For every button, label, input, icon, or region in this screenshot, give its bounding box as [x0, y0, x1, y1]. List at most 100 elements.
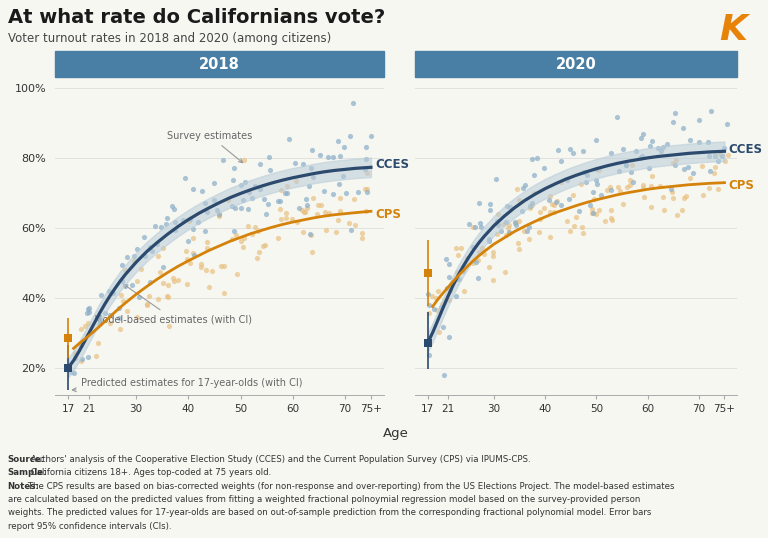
Point — [217, 288, 230, 297]
Point — [601, 186, 613, 194]
Point — [338, 143, 350, 151]
Point — [517, 184, 529, 193]
Point — [360, 187, 372, 196]
Point — [263, 152, 275, 161]
Point — [631, 147, 643, 155]
Point — [604, 182, 616, 191]
Point — [526, 199, 538, 208]
Point — [161, 280, 174, 289]
Point — [157, 263, 169, 272]
Point — [119, 281, 131, 290]
Point — [231, 270, 243, 279]
Point — [184, 215, 196, 223]
Point — [161, 214, 174, 222]
Point — [286, 215, 299, 223]
Point — [187, 184, 199, 193]
Point — [585, 205, 598, 214]
Point — [280, 209, 292, 217]
Text: CCES: CCES — [729, 143, 763, 156]
Point — [304, 229, 316, 238]
Point — [595, 190, 607, 199]
Point — [442, 332, 455, 341]
Point — [208, 196, 220, 204]
Point — [518, 180, 531, 189]
Point — [528, 171, 540, 180]
Point — [635, 152, 647, 160]
Point — [657, 193, 669, 202]
Point — [192, 218, 204, 226]
Point — [336, 172, 349, 180]
Point — [161, 220, 173, 228]
Point — [620, 161, 632, 169]
Point — [467, 222, 479, 231]
Point — [214, 211, 226, 220]
Point — [676, 206, 688, 214]
Point — [163, 322, 175, 331]
Point — [442, 259, 455, 268]
Point — [511, 185, 523, 194]
Point — [343, 218, 355, 227]
Point — [312, 201, 324, 210]
Text: CPS: CPS — [375, 208, 401, 221]
Text: Age: Age — [383, 427, 409, 440]
Point — [590, 176, 602, 185]
Point — [227, 234, 239, 243]
Text: 2020: 2020 — [555, 56, 597, 72]
Point — [712, 185, 724, 193]
Point — [171, 275, 184, 284]
Point — [359, 185, 372, 193]
Point — [474, 218, 486, 227]
Point — [235, 181, 247, 190]
Point — [227, 201, 239, 210]
Point — [253, 185, 266, 193]
Point — [144, 278, 157, 287]
Point — [322, 153, 334, 161]
Point — [605, 186, 617, 195]
Point — [643, 164, 655, 173]
Point — [297, 208, 310, 217]
Point — [329, 228, 342, 236]
Point — [483, 263, 495, 271]
Point — [482, 235, 495, 243]
Point — [356, 234, 368, 243]
Point — [523, 235, 535, 244]
Text: Voter turnout rates in 2018 and 2020 (among citizens): Voter turnout rates in 2018 and 2020 (am… — [8, 32, 331, 45]
Text: Authors' analysis of the Cooperative Election Study (CCES) and the Current Popul: Authors' analysis of the Cooperative Ele… — [28, 455, 531, 464]
Point — [455, 244, 467, 252]
Point — [281, 188, 293, 197]
Point — [581, 170, 593, 179]
Point — [489, 174, 502, 183]
Point — [131, 313, 143, 322]
Point — [195, 260, 207, 268]
Point — [206, 267, 218, 275]
Point — [443, 273, 455, 281]
Point — [422, 350, 435, 359]
Point — [551, 197, 563, 206]
Point — [305, 231, 317, 239]
Text: California citizens 18+. Ages top-coded at 75 years old.: California citizens 18+. Ages top-coded … — [28, 468, 271, 477]
Point — [257, 242, 270, 250]
Point — [677, 165, 690, 174]
Point — [74, 357, 87, 365]
Point — [508, 218, 521, 227]
Point — [306, 146, 318, 154]
Point — [303, 182, 315, 190]
Point — [435, 303, 448, 312]
Point — [457, 266, 469, 275]
Point — [360, 185, 372, 193]
Point — [452, 251, 465, 259]
Text: Model-based estimates (with CI): Model-based estimates (with CI) — [94, 285, 253, 324]
Point — [238, 156, 250, 165]
Point — [81, 352, 94, 361]
Point — [218, 262, 230, 271]
Point — [472, 274, 485, 282]
Point — [75, 324, 88, 333]
Point — [361, 168, 373, 177]
Point — [196, 187, 208, 195]
Point — [131, 277, 144, 286]
Point — [169, 225, 181, 234]
Point — [113, 303, 125, 312]
Point — [564, 226, 576, 235]
Point — [703, 184, 715, 193]
Point — [499, 231, 511, 239]
